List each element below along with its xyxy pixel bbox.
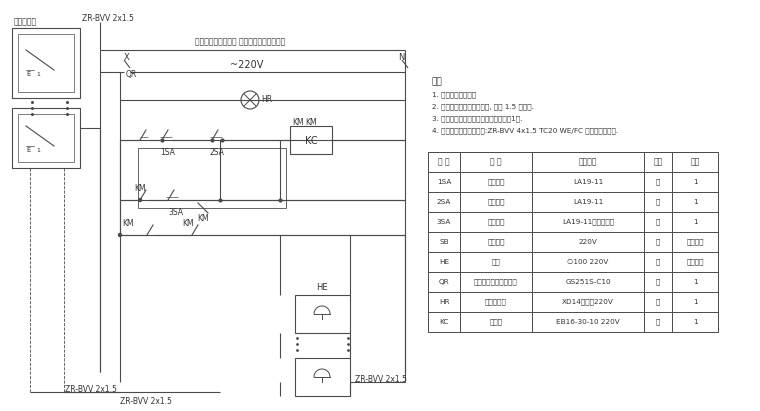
- Text: 个: 个: [656, 219, 660, 225]
- Text: KM: KM: [197, 213, 209, 222]
- Text: 个: 个: [656, 299, 660, 305]
- Bar: [295, 358, 350, 396]
- Text: E: E: [26, 147, 30, 153]
- Text: 单位: 单位: [654, 157, 663, 166]
- Text: 2SA: 2SA: [210, 148, 225, 157]
- Text: 每门、楼梯、楼梯间 音号灯及警铃门上安装: 每门、楼梯、楼梯间 音号灯及警铃门上安装: [195, 37, 285, 46]
- Text: 停止按钮: 停止按钮: [487, 179, 505, 185]
- Text: ~220V: ~220V: [230, 60, 264, 70]
- Text: 1: 1: [692, 279, 698, 285]
- Text: ZR-BVV 2x1.5: ZR-BVV 2x1.5: [120, 397, 172, 406]
- Circle shape: [138, 199, 141, 201]
- Text: LA19-11（带腰断）: LA19-11（带腰断）: [562, 219, 614, 225]
- Text: 符 号: 符 号: [439, 157, 450, 166]
- Text: HR: HR: [439, 299, 449, 305]
- Text: 1SA: 1SA: [437, 179, 451, 185]
- Text: HE: HE: [439, 259, 449, 265]
- Text: 1: 1: [692, 299, 698, 305]
- Text: KM: KM: [292, 118, 304, 127]
- Text: 警铃: 警铃: [492, 259, 500, 266]
- Text: 型号规格: 型号规格: [579, 157, 597, 166]
- Text: 220V: 220V: [578, 239, 597, 245]
- Text: 启动按钮: 启动按钮: [487, 199, 505, 206]
- Text: 个: 个: [656, 179, 660, 185]
- Text: 旋转按钮: 旋转按钮: [487, 239, 505, 245]
- Bar: [18, 114, 74, 162]
- Text: 同消火栓: 同消火栓: [686, 259, 704, 266]
- Text: 3. 此泵控制及警铃在每个消火栓内各装1个.: 3. 此泵控制及警铃在每个消火栓内各装1个.: [432, 115, 522, 122]
- Text: KM: KM: [122, 219, 134, 228]
- Text: 说明: 说明: [432, 78, 443, 86]
- Text: 1: 1: [692, 319, 698, 325]
- Text: 1: 1: [692, 219, 698, 225]
- Bar: [138, 148, 286, 208]
- Text: ZR-BVV 2x1.5: ZR-BVV 2x1.5: [82, 14, 134, 23]
- Text: LA19-11: LA19-11: [573, 199, 603, 205]
- Bar: [290, 126, 332, 154]
- Text: X: X: [124, 53, 130, 62]
- Text: 个: 个: [656, 199, 660, 206]
- Text: E: E: [26, 71, 30, 77]
- Text: QR: QR: [126, 69, 138, 79]
- Text: QR: QR: [439, 279, 449, 285]
- Text: 名 称: 名 称: [490, 157, 502, 166]
- Bar: [295, 295, 350, 333]
- Text: 4. 警铃及线采用阻燃线缆:ZR-BVV 4x1.5 TC20 WE/FC 采用防尘管敷设.: 4. 警铃及线采用阻燃线缆:ZR-BVV 4x1.5 TC20 WE/FC 采用…: [432, 128, 618, 134]
- Text: 3SA: 3SA: [437, 219, 451, 225]
- Text: KM: KM: [134, 183, 146, 192]
- Text: HR: HR: [261, 95, 272, 104]
- Text: ZR-BVV 2x1.5: ZR-BVV 2x1.5: [355, 376, 407, 385]
- Text: KC: KC: [305, 136, 318, 146]
- Text: N: N: [397, 53, 404, 62]
- Text: 1: 1: [36, 72, 40, 76]
- Bar: [12, 108, 80, 168]
- Text: ∅100 220V: ∅100 220V: [567, 259, 609, 265]
- Text: 1SA: 1SA: [160, 148, 175, 157]
- Text: 1: 1: [36, 148, 40, 152]
- Text: KM: KM: [182, 219, 194, 228]
- Text: LA19-11: LA19-11: [573, 179, 603, 185]
- Text: HE: HE: [316, 282, 328, 291]
- Text: 断路器（带漏电保护）: 断路器（带漏电保护）: [474, 279, 518, 285]
- Text: 电源指示灯: 电源指示灯: [485, 299, 507, 305]
- Text: KM: KM: [306, 118, 317, 127]
- Text: 1: 1: [692, 179, 698, 185]
- Text: 说明报警柜: 说明报警柜: [14, 18, 37, 26]
- Text: EB16-30-10 220V: EB16-30-10 220V: [556, 319, 620, 325]
- Text: 个: 个: [656, 279, 660, 285]
- Circle shape: [119, 233, 122, 236]
- Text: KC: KC: [439, 319, 448, 325]
- Text: ZR-BVV 2x1.5: ZR-BVV 2x1.5: [65, 386, 117, 395]
- Text: 个: 个: [656, 319, 660, 325]
- Text: 同消火栓: 同消火栓: [686, 239, 704, 245]
- Bar: [12, 28, 80, 98]
- Text: 接触器: 接触器: [489, 319, 502, 325]
- Text: 数量: 数量: [690, 157, 700, 166]
- Bar: [18, 34, 74, 92]
- Text: 个: 个: [656, 239, 660, 245]
- Text: XD14（红）220V: XD14（红）220V: [562, 299, 614, 305]
- Text: 3SA: 3SA: [168, 208, 183, 217]
- Text: 个: 个: [656, 259, 660, 266]
- Text: GS251S-C10: GS251S-C10: [565, 279, 611, 285]
- Text: 消音按钮: 消音按钮: [487, 219, 505, 225]
- Text: 1: 1: [692, 199, 698, 205]
- Text: 2SA: 2SA: [437, 199, 451, 205]
- Bar: [428, 152, 718, 332]
- Text: 1. 增加火交直警铃盒: 1. 增加火交直警铃盒: [432, 92, 476, 98]
- Text: SB: SB: [439, 239, 449, 245]
- Text: 2. 控制箱离出水泵控制箱外, 距地 1.5 米明敷.: 2. 控制箱离出水泵控制箱外, 距地 1.5 米明敷.: [432, 104, 534, 110]
